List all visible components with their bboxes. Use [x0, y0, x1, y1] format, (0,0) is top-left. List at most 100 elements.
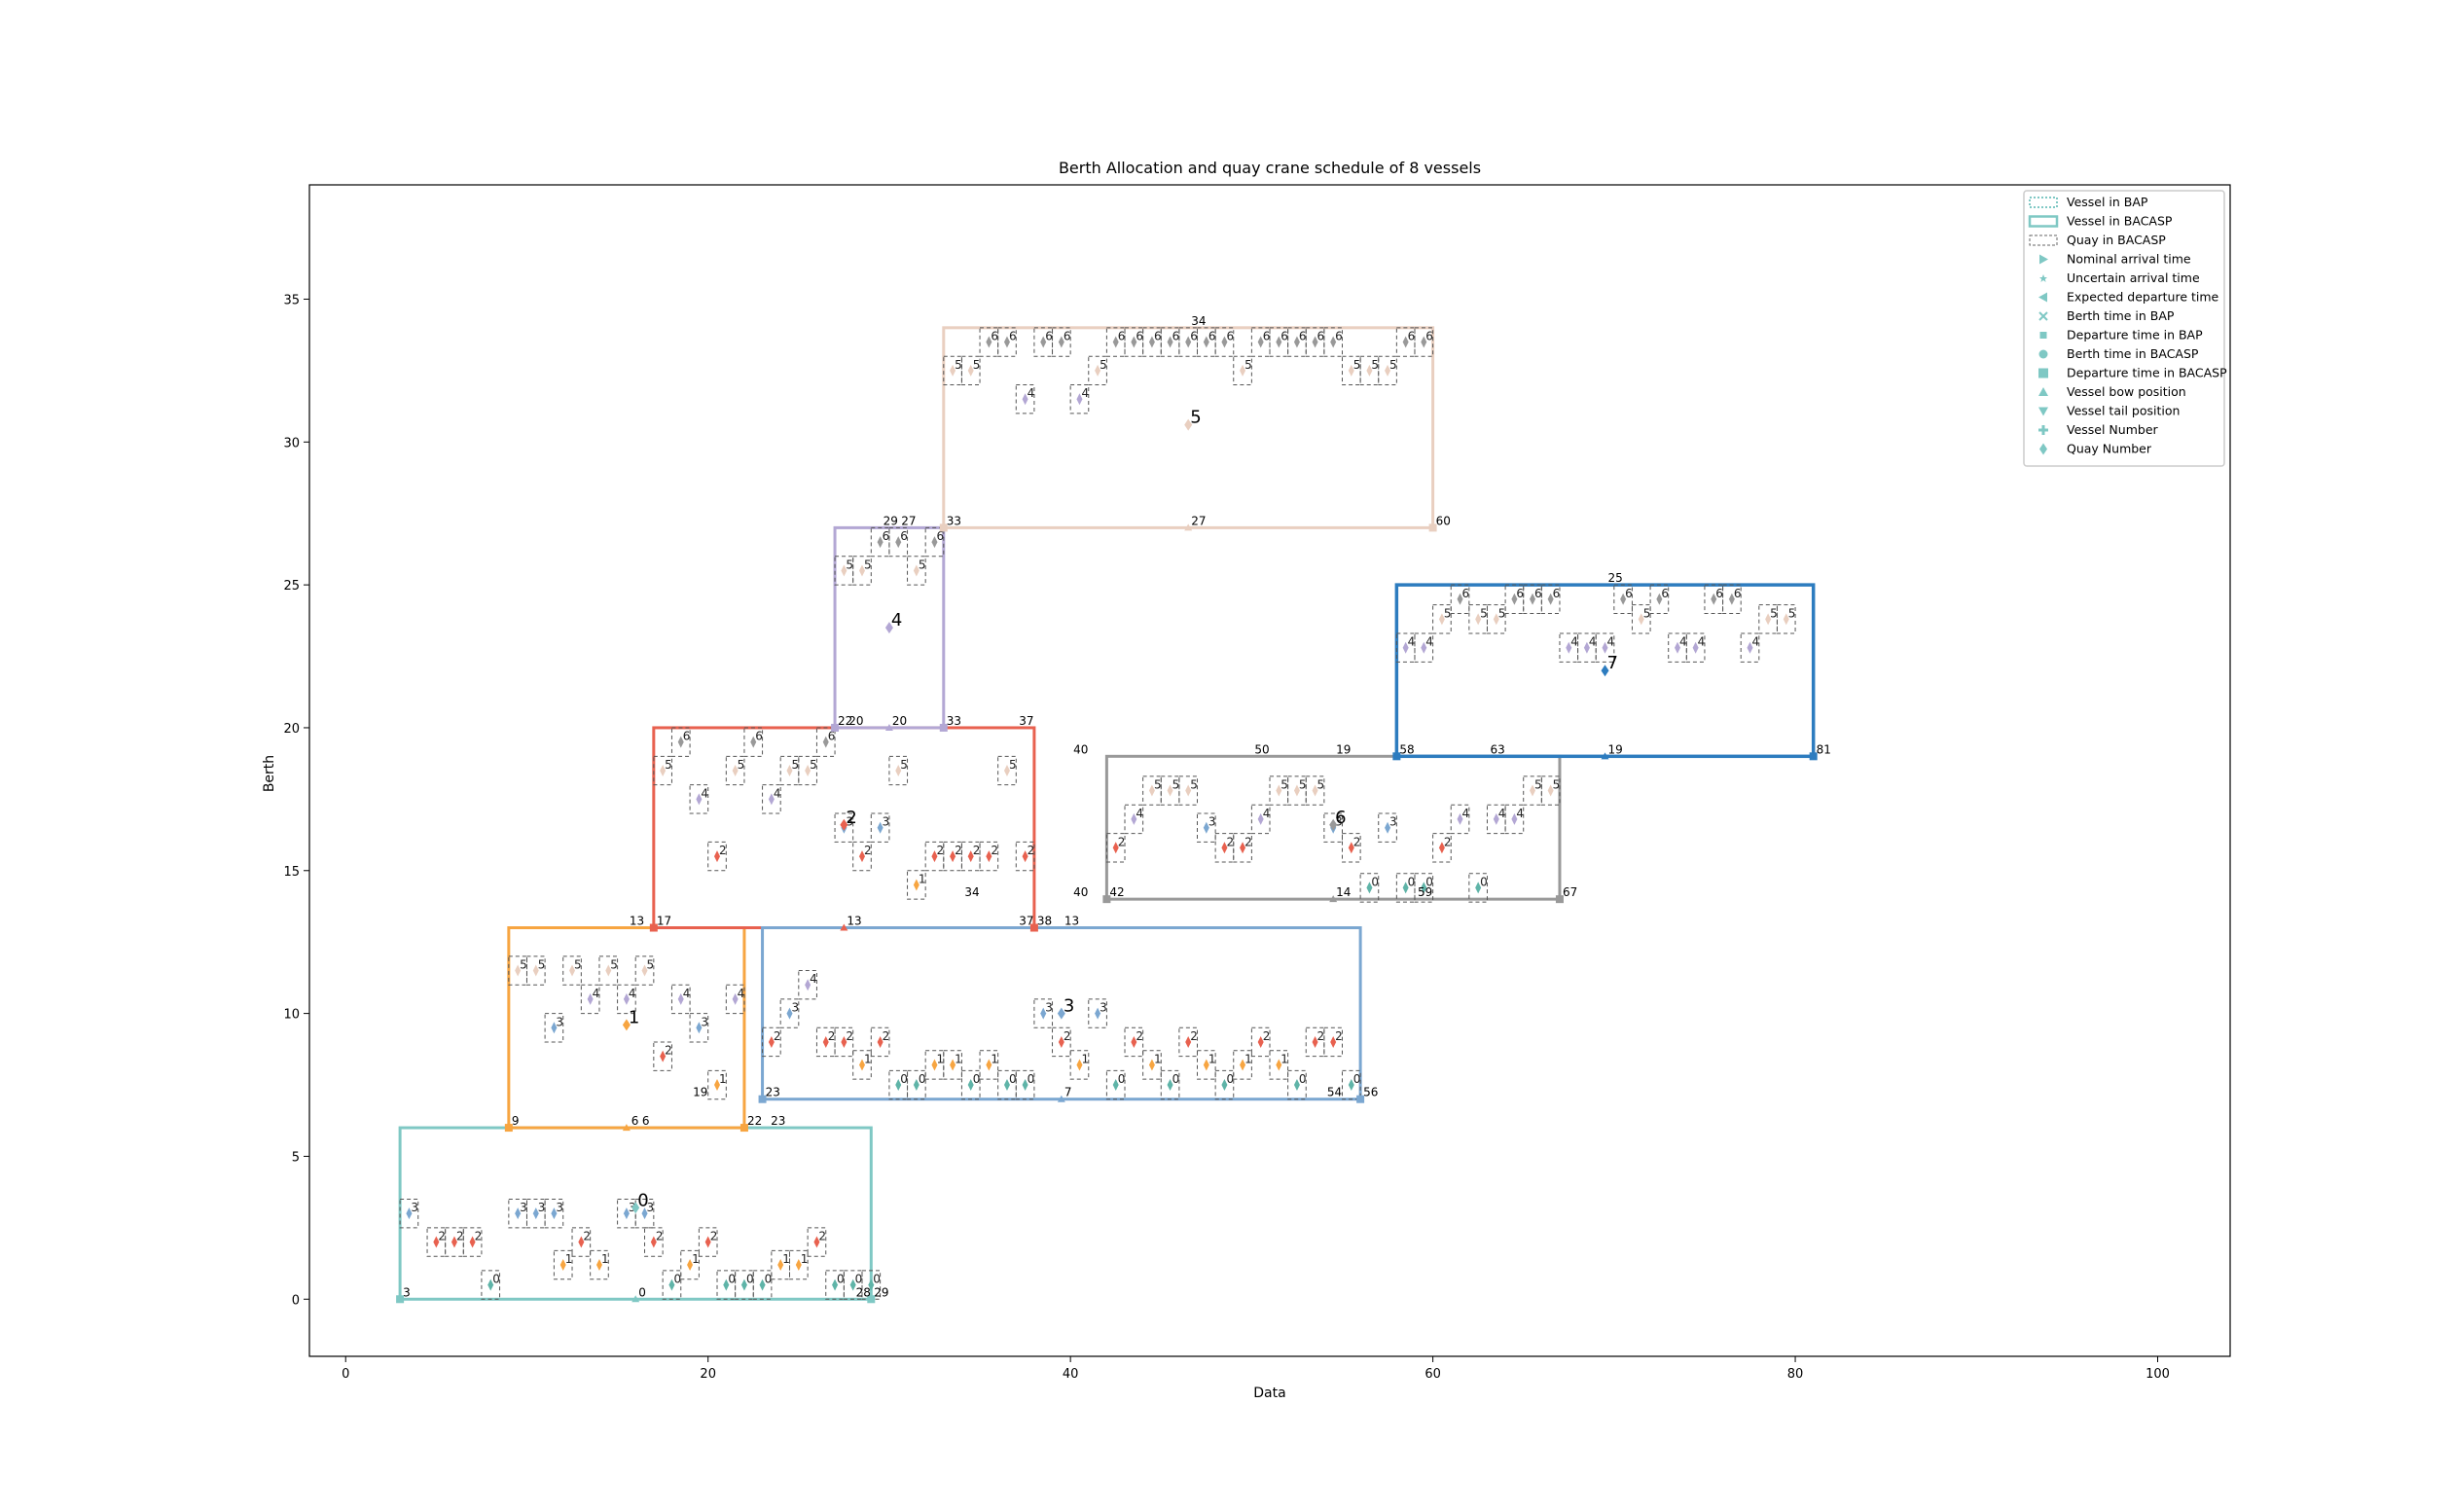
quay-number-marker — [1112, 1079, 1119, 1092]
quay-number-marker — [1022, 1079, 1028, 1092]
quay-number-label: 0 — [1299, 1072, 1307, 1086]
quay-box — [1305, 327, 1325, 357]
quay-number-label: 2 — [1136, 1029, 1143, 1043]
quay-number-marker — [532, 964, 539, 977]
quay-number-marker — [913, 1079, 920, 1092]
quay-number-label: 5 — [1371, 358, 1379, 372]
quay-number-marker — [931, 850, 938, 863]
quay-number-label: 5 — [574, 958, 582, 972]
quay-number-marker — [1421, 641, 1427, 654]
vessel-bow-marker — [1057, 1095, 1065, 1102]
quay-box — [1414, 873, 1434, 903]
quay-number-marker — [623, 992, 630, 1005]
quay-number-marker — [1058, 336, 1064, 348]
legend-marker — [2039, 254, 2048, 265]
legend-marker — [2039, 443, 2047, 455]
vessel-annotation: 19 — [693, 1086, 707, 1099]
quay-number-marker — [768, 1035, 775, 1048]
quay-number-marker — [1148, 1059, 1155, 1071]
quay-number-label: 3 — [701, 1015, 708, 1028]
quay-number-label: 4 — [1698, 635, 1706, 649]
quay-box — [698, 1227, 718, 1257]
quay-number-marker — [1003, 1079, 1010, 1092]
quay-number-marker — [723, 1278, 730, 1291]
quay-box — [707, 1069, 727, 1100]
vessel-number-label: 4 — [891, 610, 902, 630]
quay-box — [1015, 841, 1035, 872]
quay-box — [1722, 584, 1742, 614]
quay-box — [670, 727, 691, 757]
vessel-annotation: 17 — [657, 915, 671, 928]
quay-number-marker — [1457, 593, 1463, 605]
quay-box — [907, 1069, 926, 1100]
quay-number-marker — [868, 1278, 875, 1291]
quay-number-marker — [1240, 1059, 1246, 1071]
quay-number-label: 6 — [1118, 330, 1126, 343]
quay-box — [1178, 1026, 1199, 1058]
quay-box — [997, 755, 1017, 786]
quay-number-marker — [1203, 821, 1209, 834]
quay-box — [1250, 327, 1271, 357]
quay-number-marker — [986, 336, 992, 348]
quay-box — [815, 727, 836, 757]
quay-number-marker — [931, 536, 938, 549]
quay-number-label: 0 — [1226, 1072, 1234, 1086]
quay-number-label: 6 — [1154, 330, 1162, 343]
quay-number-label: 6 — [1226, 330, 1234, 343]
quay-number-marker — [1276, 784, 1282, 797]
quay-number-marker — [1402, 882, 1409, 894]
vessel-annotation: 63 — [1490, 742, 1504, 756]
y-tick-label: 0 — [292, 1293, 300, 1308]
vessel-annotation: 6 — [631, 1114, 639, 1128]
quay-number-label: 0 — [1118, 1072, 1126, 1086]
quay-box — [1341, 833, 1361, 863]
quay-number-marker — [1366, 882, 1373, 894]
quay-number-marker — [1402, 641, 1409, 654]
quay-number-marker — [1131, 336, 1137, 348]
quay-number-label: 5 — [846, 558, 853, 571]
quay-box — [1250, 804, 1271, 835]
quay-number-label: 1 — [1244, 1052, 1252, 1065]
quay-number-marker — [433, 1236, 440, 1248]
quay-number-marker — [877, 821, 883, 834]
quay-number-marker — [1185, 784, 1192, 797]
quay-number-label: 6 — [1263, 330, 1271, 343]
quay-number-label: 5 — [810, 758, 817, 772]
quay-number-marker — [822, 736, 829, 748]
quay-number-label: 2 — [1353, 835, 1361, 848]
plot-content: 3222033312133201200011200055354545243145… — [396, 314, 1831, 1304]
quay-number-marker — [832, 1278, 839, 1291]
quay-number-label: 1 — [782, 1252, 790, 1266]
quay-box — [1395, 632, 1416, 663]
quay-number-label: 6 — [1317, 330, 1325, 343]
quay-number-marker — [1040, 336, 1047, 348]
vessel-annotation: 0 — [638, 1285, 646, 1299]
quay-number-marker — [1348, 842, 1354, 854]
quay-box — [1233, 355, 1252, 386]
quay-number-label: 6 — [1408, 330, 1416, 343]
quay-number-marker — [1511, 593, 1518, 605]
quay-box — [1250, 1026, 1271, 1058]
quay-number-label: 1 — [1280, 1052, 1288, 1065]
quay-box — [1105, 833, 1126, 863]
quay-number-label: 6 — [1715, 587, 1723, 600]
quay-number-label: 6 — [1299, 330, 1307, 343]
quay-number-label: 4 — [1136, 807, 1143, 820]
quay-number-label: 3 — [1335, 815, 1343, 829]
quay-number-label: 5 — [900, 758, 908, 772]
vessel-number-label: 7 — [1607, 653, 1618, 673]
x-tick-label: 0 — [342, 1367, 349, 1382]
quay-number-label: 0 — [1408, 875, 1416, 888]
legend-label: Uncertain arrival time — [2067, 270, 2200, 285]
vessel-bow-marker — [884, 723, 893, 731]
quay-number-label: 5 — [1553, 778, 1561, 792]
quay-box — [870, 526, 890, 558]
y-tick-label: 30 — [283, 436, 300, 450]
quay-number-marker — [768, 793, 775, 806]
quay-number-marker — [1257, 1035, 1264, 1048]
quay-box — [1758, 604, 1778, 634]
quay-box — [1414, 632, 1434, 663]
quay-number-marker — [1185, 1035, 1192, 1048]
quay-number-label: 2 — [864, 844, 872, 857]
vessel-annotation: 81 — [1817, 742, 1831, 756]
